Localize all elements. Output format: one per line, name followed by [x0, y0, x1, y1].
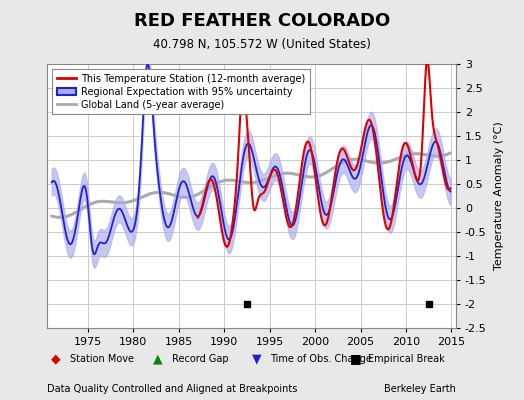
Text: Station Move: Station Move: [70, 354, 134, 364]
Y-axis label: Temperature Anomaly (°C): Temperature Anomaly (°C): [494, 122, 504, 270]
Text: ■: ■: [350, 352, 362, 366]
Text: Empirical Break: Empirical Break: [368, 354, 445, 364]
Text: RED FEATHER COLORADO: RED FEATHER COLORADO: [134, 12, 390, 30]
Text: Berkeley Earth: Berkeley Earth: [384, 384, 456, 394]
Text: ▼: ▼: [252, 352, 261, 366]
Text: Time of Obs. Change: Time of Obs. Change: [270, 354, 372, 364]
Text: Record Gap: Record Gap: [172, 354, 228, 364]
Text: ▲: ▲: [154, 352, 163, 366]
Text: 40.798 N, 105.572 W (United States): 40.798 N, 105.572 W (United States): [153, 38, 371, 51]
Text: ◆: ◆: [51, 352, 61, 366]
Text: Data Quality Controlled and Aligned at Breakpoints: Data Quality Controlled and Aligned at B…: [47, 384, 298, 394]
Legend: This Temperature Station (12-month average), Regional Expectation with 95% uncer: This Temperature Station (12-month avera…: [52, 69, 310, 114]
